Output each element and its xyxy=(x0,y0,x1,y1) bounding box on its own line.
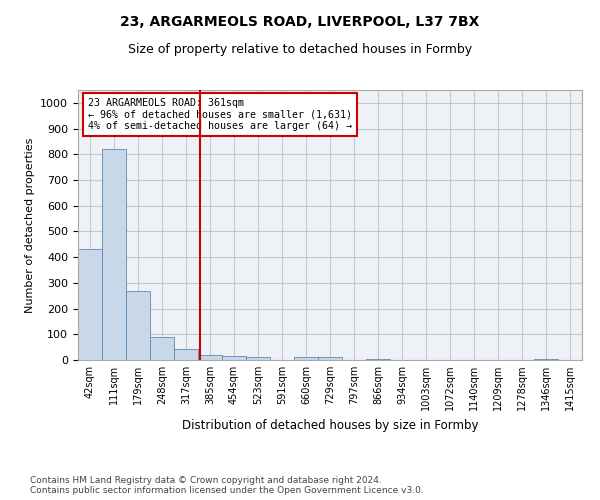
Bar xyxy=(222,356,246,360)
Bar xyxy=(294,358,318,360)
Text: Size of property relative to detached houses in Formby: Size of property relative to detached ho… xyxy=(128,42,472,56)
X-axis label: Distribution of detached houses by size in Formby: Distribution of detached houses by size … xyxy=(182,418,478,432)
Bar xyxy=(78,249,102,360)
Bar xyxy=(318,358,342,360)
Bar xyxy=(366,358,390,360)
Bar xyxy=(198,355,222,360)
Text: 23 ARGARMEOLS ROAD: 361sqm
← 96% of detached houses are smaller (1,631)
4% of se: 23 ARGARMEOLS ROAD: 361sqm ← 96% of deta… xyxy=(88,98,352,132)
Bar xyxy=(102,149,126,360)
Text: 23, ARGARMEOLS ROAD, LIVERPOOL, L37 7BX: 23, ARGARMEOLS ROAD, LIVERPOOL, L37 7BX xyxy=(121,15,479,29)
Y-axis label: Number of detached properties: Number of detached properties xyxy=(25,138,35,312)
Bar xyxy=(150,336,174,360)
Bar xyxy=(174,349,198,360)
Bar xyxy=(246,358,270,360)
Text: Contains HM Land Registry data © Crown copyright and database right 2024.
Contai: Contains HM Land Registry data © Crown c… xyxy=(30,476,424,495)
Bar xyxy=(126,291,150,360)
Bar xyxy=(534,358,558,360)
